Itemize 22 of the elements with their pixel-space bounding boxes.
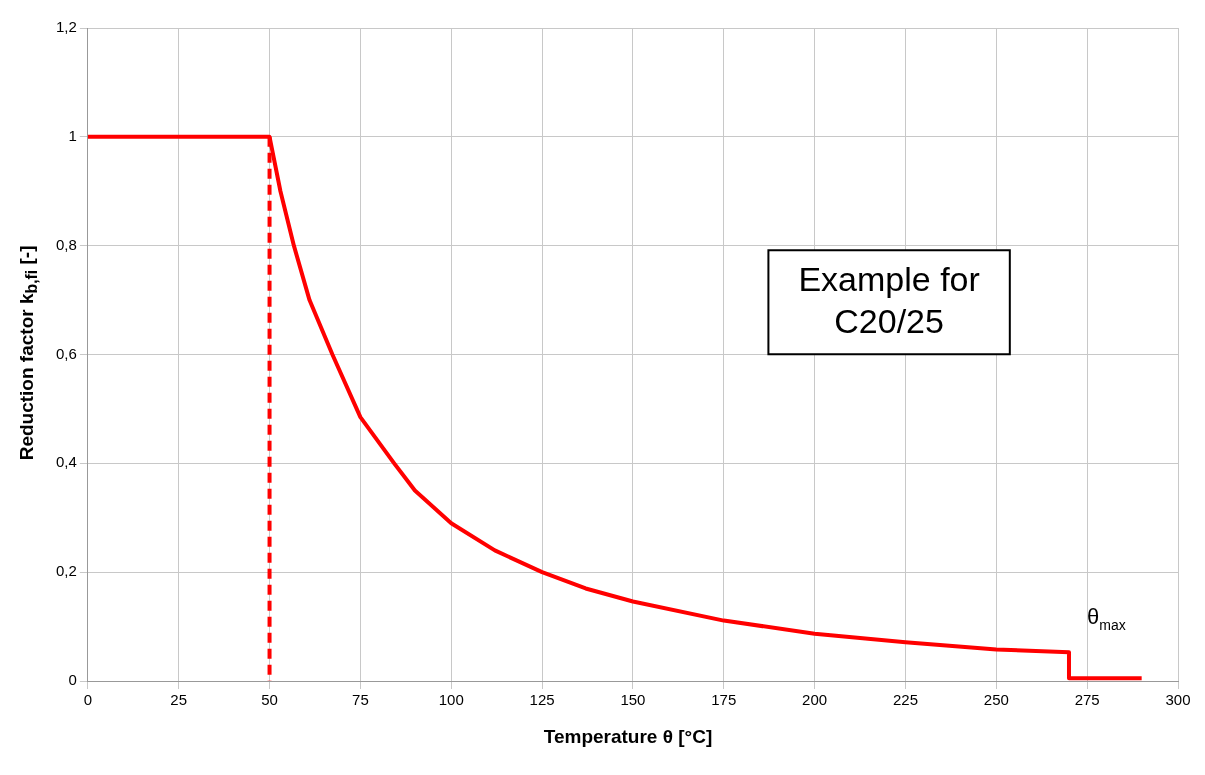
x-tick-label: 0 [83,691,93,709]
y-tick-label: 1 [68,126,77,144]
y-tick-label: 0,4 [55,453,77,471]
x-tick-label: 300 [1165,691,1191,709]
x-tick-label: 225 [892,691,918,709]
x-tick-label: 75 [352,691,369,709]
y-tick-label: 1,2 [55,18,77,36]
x-tick-label: 250 [983,691,1009,709]
x-tick-label: 200 [802,691,828,709]
y-tick-label: 0,8 [55,235,77,253]
x-tick-label: 275 [1074,691,1100,709]
annotation: Example for C20/25 [798,259,980,340]
x-tick-label: 50 [261,691,278,709]
x-axis-title: Temperature θ [°C] [542,726,714,748]
y-tick-label: 0,2 [55,562,77,580]
y-tick-label: 0,6 [55,344,77,362]
x-tick-label: 125 [529,691,555,709]
x-tick-label: 150 [620,691,646,709]
x-tick-label: 175 [711,691,737,709]
x-tick-label: 25 [170,691,188,709]
x-tick-label: 100 [438,691,464,709]
y-tick-label: 0 [68,671,77,689]
